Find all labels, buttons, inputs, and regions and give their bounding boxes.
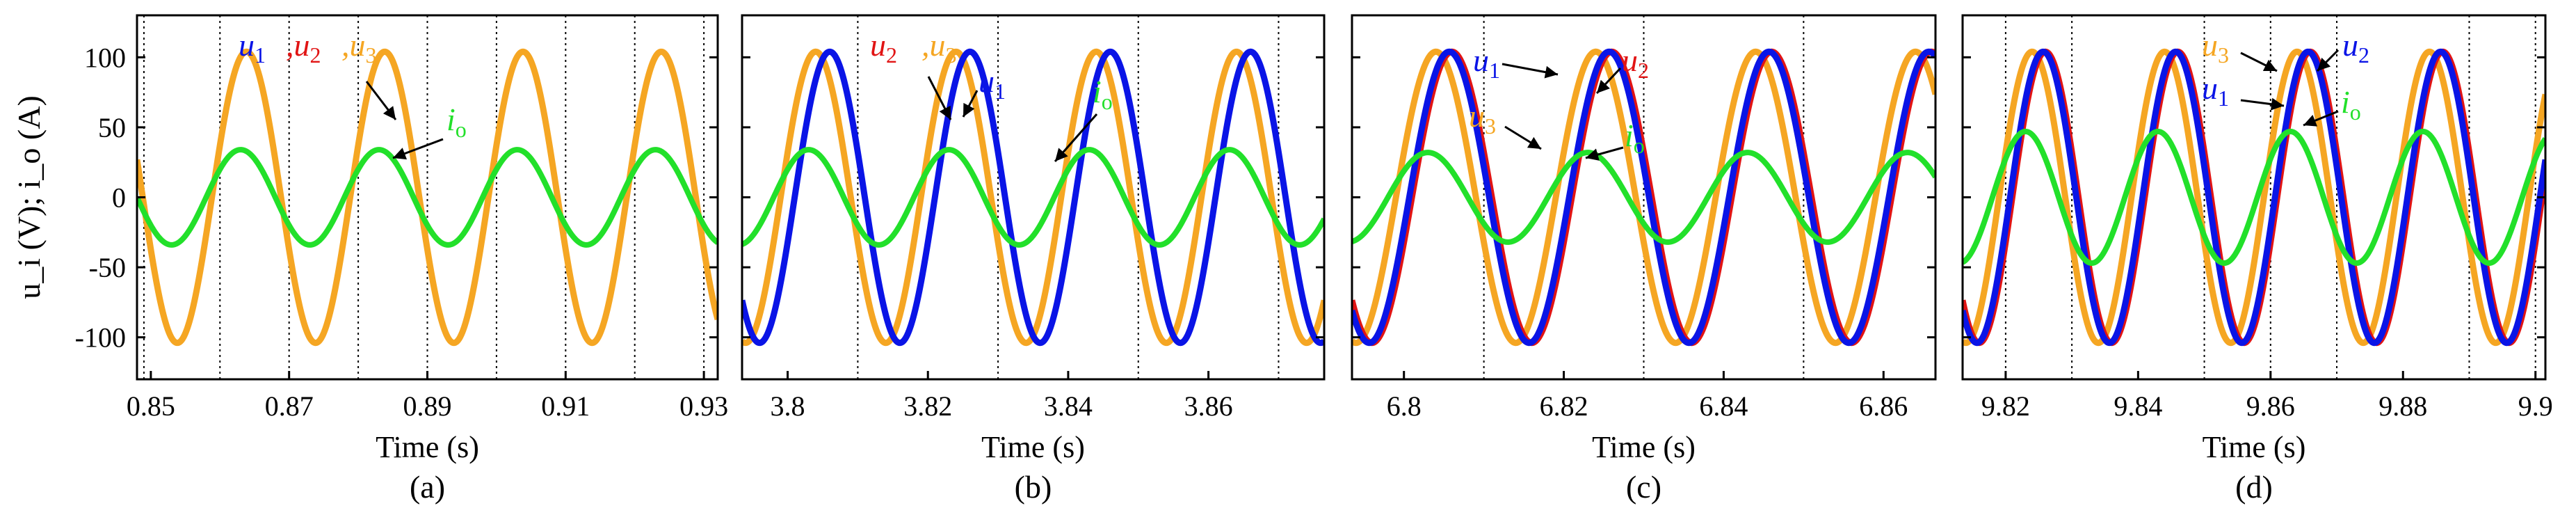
series-annotation: io [446,102,467,142]
arrow-head [2317,57,2331,71]
xtick-label: 6.82 [1540,390,1588,422]
series-u1 [742,48,1324,347]
xtick-label: 3.82 [903,390,952,422]
panel-b: 3.8 3.82 3.84 3.86 Time (s) (b) u2 ,u3 u1 io [741,14,1326,505]
series-io [1352,150,1935,245]
series-annotation: ,u2 [286,27,321,68]
series-u3 [1963,48,2545,347]
xtick-label: 3.84 [1044,390,1093,422]
xtick-label: 0.85 [127,390,175,422]
panel-caption: (a) [410,469,445,505]
series-annotation: u2 [1622,42,1649,83]
arrow-head [2270,97,2284,111]
ytick-label: 0 [112,182,126,214]
series-u1 [1352,48,1935,347]
series-u3 [137,48,718,347]
x-axis-label: Time (s) [981,430,1085,464]
arrow-head [1586,148,1600,161]
xtick-label: 9.9 [2518,390,2553,422]
series-u2 [1352,48,1935,347]
ytick-label: -100 [75,322,126,354]
x-axis-label: Time (s) [2203,430,2306,464]
arrow-head [1055,148,1068,161]
series-annotation: u1 [979,63,1006,104]
series-u3 [742,48,1324,347]
panel-caption: (d) [2235,469,2273,505]
xtick-label: 6.86 [1859,390,1908,422]
plot-area [742,48,1324,347]
arrow-head [939,105,951,120]
y-axis-label: u_i (V); i_o (A) [11,95,47,299]
series-io [742,147,1324,248]
xtick-label: 3.86 [1184,390,1233,422]
ytick-label: 100 [84,42,126,73]
ytick-label: -50 [89,252,126,283]
plot-area [1963,48,2545,347]
xtick-label: 3.8 [771,390,805,422]
x-axis-label: Time (s) [376,430,479,464]
xtick-label: 6.84 [1699,390,1748,422]
arrow-head [2262,59,2277,71]
panel-caption: (c) [1626,469,1661,505]
plot-area [137,48,718,347]
series-annotation: u1 [239,27,266,68]
panel-caption: (b) [1015,469,1052,505]
series-annotation: u1 [2202,70,2229,111]
xtick-label: 0.87 [265,390,314,422]
series-annotation: u3 [2202,27,2229,68]
xtick-label: 9.88 [2378,390,2427,422]
arrow-head [1527,136,1541,149]
plot-area [1352,48,1935,347]
series-io [137,147,718,248]
series-annotation: ,u3 [921,27,957,68]
panel-a: -100 -50 0 50 100 0.85 0.87 0.89 0.91 0.93 Time (s… [11,14,728,505]
series-u1 [1963,48,2545,347]
series-u3 [1352,48,1935,347]
series-annotation: u1 [1473,42,1500,83]
arrow-head [1597,79,1610,93]
series-annotation: u3 [1469,98,1496,138]
series-annotation: io [1625,118,1645,158]
arrow-head [2303,114,2318,127]
arrow-head [393,148,408,160]
series-io [1963,128,2545,267]
series-annotation: io [1093,74,1113,114]
xtick-label: 6.8 [1387,390,1422,422]
xtick-label: 9.84 [2114,390,2162,422]
xtick-label: 0.89 [403,390,452,422]
series-annotation: u2 [2342,27,2369,68]
arrow-head [383,106,396,120]
series-annotation: ,u3 [341,27,377,68]
arrow-head [963,102,975,117]
xtick-label: 0.91 [541,390,590,422]
x-axis-label: Time (s) [1592,430,1696,464]
series-annotation: io [2341,84,2361,125]
panel-c: 6.8 6.82 6.84 6.86 Time (s) (c) u1 u2 u3 io [1351,14,1937,505]
arrow-head [1544,65,1558,79]
xtick-label: 9.86 [2246,390,2295,422]
panel-d: 9.82 9.84 9.86 9.88 9.9 Time (s) (d) u3 u2 u1 io [1961,14,2553,505]
xtick-label: 9.82 [1981,390,2030,422]
series-annotation: u2 [870,27,897,68]
xtick-label: 0.93 [679,390,728,422]
ytick-label: 50 [98,112,126,143]
plot-frame [136,14,719,381]
